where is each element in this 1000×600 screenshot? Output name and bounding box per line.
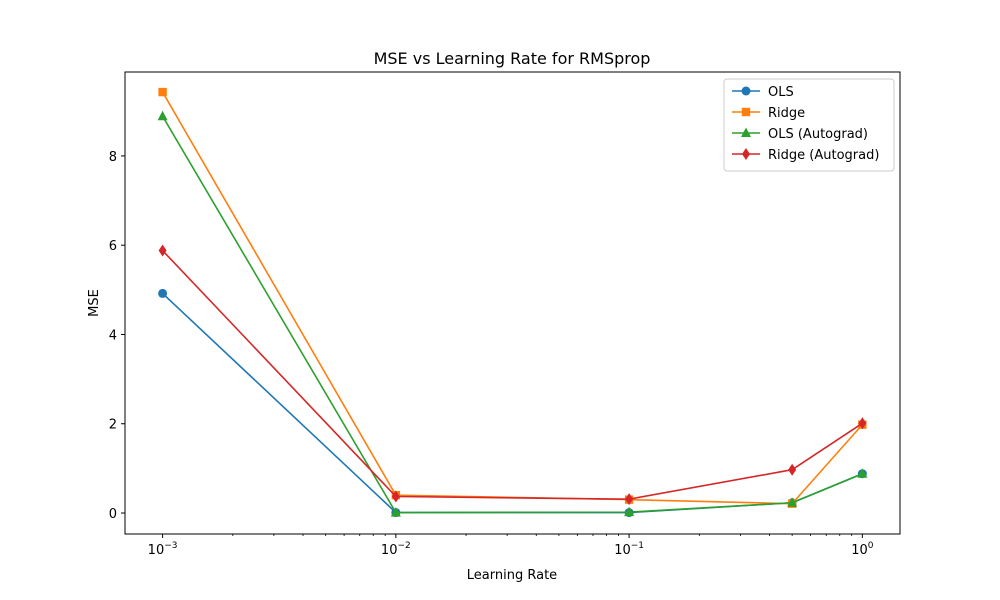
legend-label: Ridge (Autograd) xyxy=(768,148,879,163)
data-point xyxy=(391,490,400,503)
legend-label: OLS (Autograd) xyxy=(768,127,868,142)
legend-item: OLS (Autograd) xyxy=(732,127,868,142)
x-tick-exponent: −3 xyxy=(164,541,177,551)
data-point xyxy=(857,468,868,478)
x-tick-label: 100 xyxy=(851,541,874,558)
legend-marker xyxy=(741,107,751,117)
legend-label: OLS xyxy=(768,85,794,100)
series-layer xyxy=(157,87,868,518)
y-tick-label: 6 xyxy=(109,239,117,254)
legend-marker xyxy=(742,148,750,160)
data-point xyxy=(158,244,167,257)
x-tick-base: 10 xyxy=(148,543,165,558)
legend-marker xyxy=(741,86,751,96)
y-tick-label: 0 xyxy=(109,507,117,522)
x-tick-label: 10−3 xyxy=(148,541,178,558)
x-tick-label: 10−1 xyxy=(614,541,644,558)
data-point xyxy=(858,417,867,430)
x-tick-exponent: −1 xyxy=(631,541,644,551)
y-axis: 0 2 4 6 8 xyxy=(109,150,125,522)
series-ols-autograd xyxy=(157,110,868,517)
x-axis: 10−3 10−2 10−1 100 xyxy=(148,534,874,558)
y-tick-label: 2 xyxy=(109,418,117,433)
data-point xyxy=(624,506,635,517)
x-tick-base: 10 xyxy=(381,543,398,558)
series-ridge-autograd xyxy=(158,244,867,506)
legend-marker xyxy=(741,127,751,137)
data-point xyxy=(390,507,401,517)
x-axis-label: Learning Rate xyxy=(467,568,557,583)
plot-area xyxy=(124,71,901,535)
data-point xyxy=(157,110,168,121)
legend-label: Ridge xyxy=(768,106,805,121)
x-tick-label: 10−2 xyxy=(381,541,411,558)
chart-title: MSE vs Learning Rate for RMSprop xyxy=(374,49,651,68)
x-tick-exponent: −2 xyxy=(397,541,410,551)
y-tick-label: 4 xyxy=(109,328,117,343)
data-point xyxy=(625,493,634,506)
data-point xyxy=(158,288,168,298)
data-point xyxy=(787,497,798,507)
legend-item: Ridge xyxy=(732,106,805,121)
legend-item: OLS xyxy=(732,85,794,100)
data-point xyxy=(158,87,167,97)
data-point xyxy=(788,463,797,476)
legend-item: Ridge (Autograd) xyxy=(732,148,879,163)
x-tick-base: 10 xyxy=(851,543,868,558)
legend-box xyxy=(723,78,895,172)
x-tick-base: 10 xyxy=(614,543,631,558)
legend: OLS Ridge OLS (Autograd) Ridge (Autograd) xyxy=(723,78,895,172)
x-tick-exponent: 0 xyxy=(868,541,874,551)
y-axis-label: MSE xyxy=(87,289,102,317)
y-tick-label: 8 xyxy=(109,150,117,165)
